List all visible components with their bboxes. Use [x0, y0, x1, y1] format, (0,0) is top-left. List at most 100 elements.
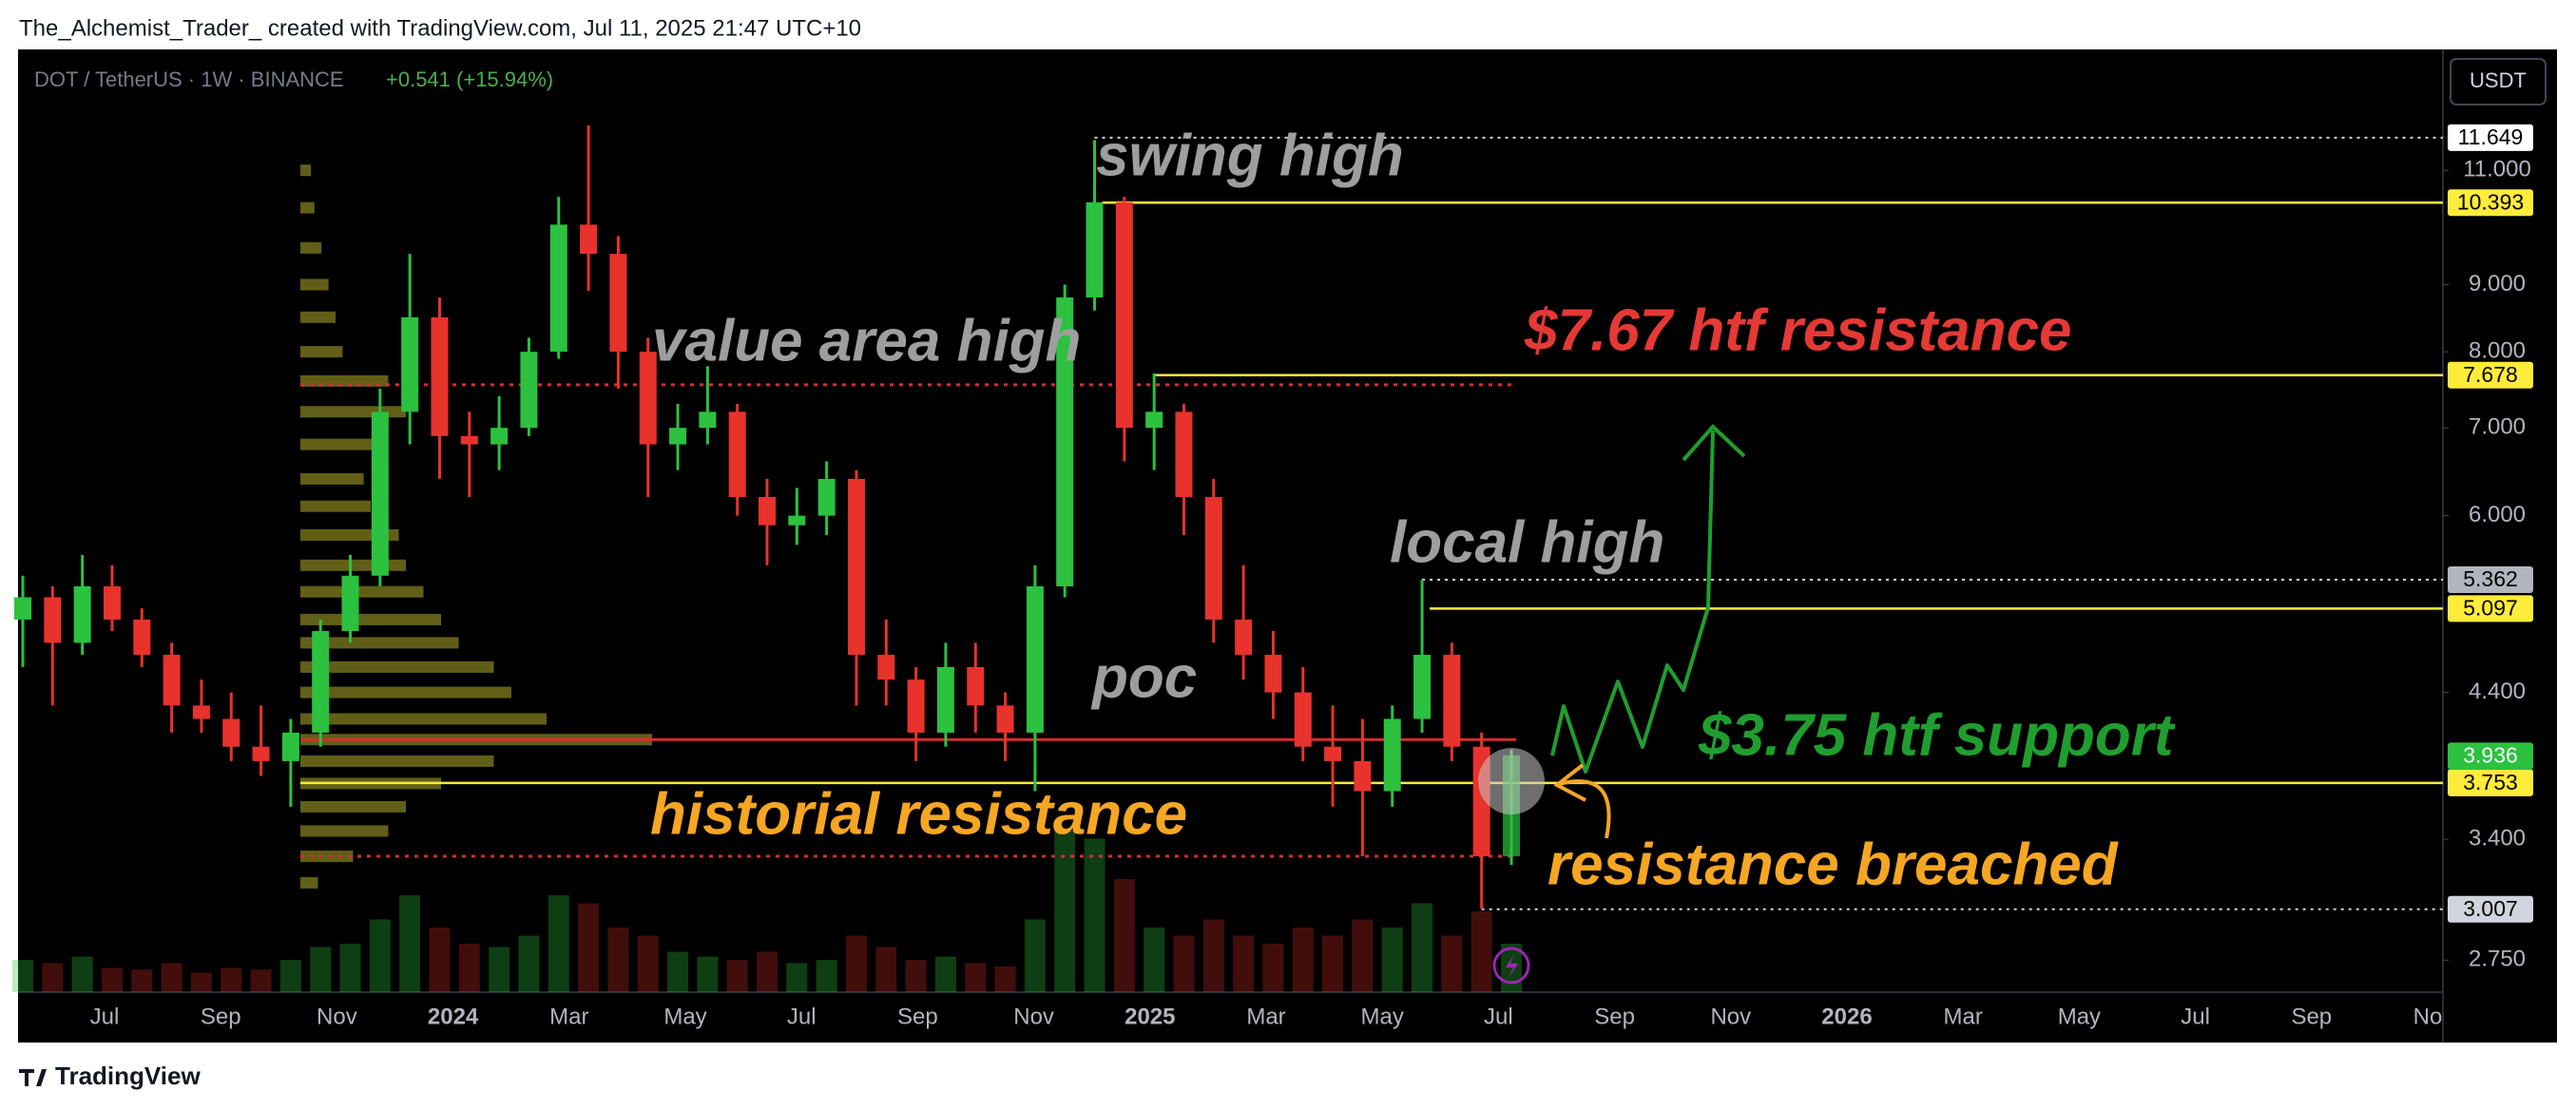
volume-bar	[369, 919, 391, 992]
price-label: 5.097	[2463, 595, 2518, 620]
x-tick-label: May	[1361, 1004, 1404, 1029]
candle-body	[580, 224, 598, 255]
currency-button[interactable]	[2450, 58, 2547, 105]
price-label-box	[2448, 361, 2533, 389]
breach-arrow-head	[1553, 763, 1586, 802]
volume-bar	[458, 944, 480, 992]
volume-bar	[1054, 831, 1076, 992]
y-tick-label: 11.000	[2463, 157, 2531, 182]
candle-body	[1235, 619, 1253, 656]
price-label-box	[2448, 566, 2533, 594]
alert-bolt	[1506, 954, 1518, 978]
volume-bar	[190, 972, 212, 992]
annotation: local high	[1390, 509, 1664, 575]
volume-bar	[548, 895, 569, 992]
candle-body	[1354, 760, 1372, 792]
x-tick-label: Jul	[90, 1004, 120, 1029]
volume-bar	[816, 960, 837, 992]
candle-body	[847, 478, 865, 656]
volume-bar	[845, 935, 867, 992]
price-label: 5.362	[2463, 566, 2518, 591]
volume-bar	[221, 967, 242, 992]
volume-bar	[607, 928, 629, 992]
profile-bar	[300, 876, 318, 889]
profile-bar	[300, 278, 329, 291]
candle-body	[103, 585, 121, 620]
volume-bar	[1144, 928, 1165, 992]
volume-bar	[131, 969, 153, 992]
logo-icon	[19, 1069, 47, 1086]
candle-body	[996, 705, 1014, 733]
x-tick-label: Nov	[317, 1004, 357, 1029]
candle-body	[44, 597, 62, 643]
candle-body	[460, 435, 478, 445]
candle-body	[401, 316, 419, 412]
y-tick-label: 6.000	[2469, 502, 2526, 527]
volume-bar	[1441, 935, 1463, 992]
profile-bar	[300, 713, 547, 725]
candle-body	[1443, 655, 1461, 747]
price-label: 3.753	[2463, 770, 2518, 794]
volume-bar	[1412, 903, 1433, 992]
profile-bar	[300, 164, 312, 177]
x-tick-label: Sep	[2291, 1004, 2332, 1029]
annotation: historial resistance	[650, 781, 1187, 847]
candle-body	[728, 411, 746, 497]
x-tick-label: Jul	[787, 1004, 817, 1029]
volume-bar	[965, 963, 987, 992]
candle-body	[252, 746, 270, 761]
chart-panel	[18, 49, 2557, 1043]
candle-body	[1086, 201, 1104, 297]
annotation: $7.67 htf resistance	[1524, 297, 2072, 363]
author-line: The_Alchemist_Trader_ created with Tradi…	[19, 15, 861, 41]
volume-bar	[1352, 919, 1374, 992]
x-tick-label: 2024	[428, 1004, 479, 1029]
x-tick-label: Nov	[1013, 1004, 1054, 1029]
candle-body	[877, 655, 895, 680]
volume-bar	[726, 960, 748, 992]
projection-arrow-head	[1682, 424, 1746, 462]
price-label-box	[2448, 189, 2533, 217]
volume-bar	[1024, 919, 1046, 992]
candle-body	[1413, 655, 1432, 719]
candle-body	[669, 428, 687, 445]
candle-body	[1026, 585, 1044, 733]
candle-body	[759, 496, 776, 526]
candle-body	[371, 411, 389, 576]
x-tick-label: May	[2058, 1004, 2101, 1029]
volume-bar	[1471, 911, 1492, 992]
volume-bar	[429, 928, 451, 992]
volume-bar	[667, 951, 689, 992]
candle-body	[222, 718, 240, 747]
profile-bar	[300, 500, 371, 512]
x-tick-label: 2026	[1821, 1004, 1872, 1029]
price-label: 3.936	[2463, 742, 2518, 767]
candle-body	[609, 254, 627, 353]
price-label: 3.007	[2463, 896, 2518, 921]
candle-body	[14, 597, 31, 620]
profile-bar	[300, 241, 322, 254]
volume-bar	[161, 963, 183, 992]
profile-bar	[300, 311, 336, 323]
annotation: $3.75 htf support	[1698, 702, 2176, 768]
volume-bar	[578, 903, 600, 992]
footer-logo	[19, 1069, 47, 1086]
price-label-box	[2448, 769, 2533, 796]
candle-body	[1056, 297, 1074, 586]
volume-bar	[71, 956, 93, 992]
profile-bar	[300, 755, 494, 767]
profile-bar	[300, 660, 494, 673]
price-label-box	[2448, 595, 2533, 622]
x-tick-label: Mar	[1246, 1004, 1285, 1029]
volume-bar	[1381, 928, 1403, 992]
annotation: poc	[1090, 644, 1197, 710]
candle-body	[1324, 746, 1342, 761]
volume-bar	[786, 963, 808, 992]
projection-arrow	[1550, 430, 1715, 774]
candle-body	[1145, 411, 1163, 429]
candle-body	[549, 224, 567, 353]
profile-bar	[300, 825, 389, 837]
x-tick-label: Mar	[1944, 1004, 1983, 1029]
candle-body	[1204, 496, 1222, 620]
